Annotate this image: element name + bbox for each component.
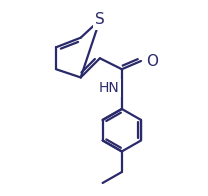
Text: S: S [95, 12, 105, 27]
Text: O: O [146, 54, 158, 69]
Text: HN: HN [98, 81, 119, 95]
